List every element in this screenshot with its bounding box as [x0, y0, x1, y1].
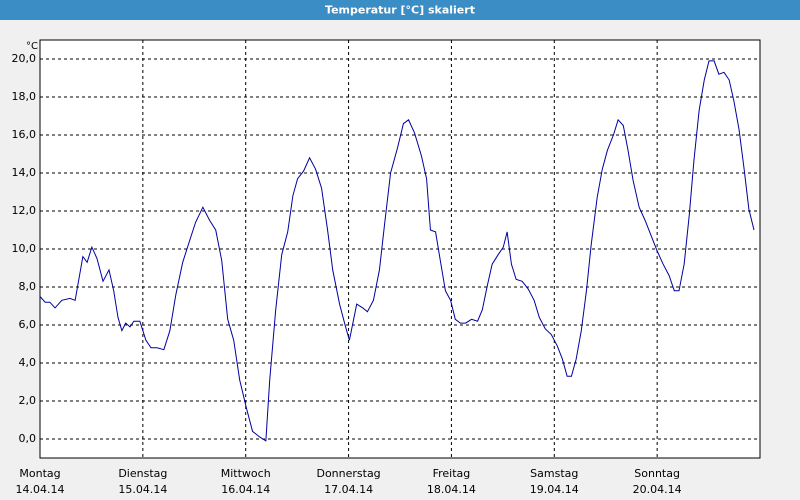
x-tick-label: Samstag: [530, 467, 578, 480]
x-tick-label: Mittwoch: [221, 467, 271, 480]
chart-title: Temperatur [°C] skaliert: [325, 4, 475, 17]
y-tick-label: 0,0: [19, 432, 37, 445]
x-tick-date: 16.04.14: [221, 483, 270, 496]
y-tick-label: 14,0: [12, 166, 37, 179]
x-tick-date: 19.04.14: [530, 483, 579, 496]
title-bar: [0, 0, 800, 20]
x-tick-date: 14.04.14: [16, 483, 65, 496]
x-tick-label: Montag: [19, 467, 60, 480]
y-tick-label: 6,0: [19, 318, 37, 331]
y-tick-label: 10,0: [12, 242, 37, 255]
x-tick-date: 15.04.14: [118, 483, 167, 496]
x-tick-label: Sonntag: [634, 467, 680, 480]
y-tick-label: 8,0: [19, 280, 37, 293]
x-tick-date: 17.04.14: [324, 483, 373, 496]
x-tick-label: Donnerstag: [316, 467, 380, 480]
y-tick-label: 12,0: [12, 204, 37, 217]
x-tick-date: 18.04.14: [427, 483, 476, 496]
x-tick-label: Dienstag: [118, 467, 167, 480]
y-tick-label: 2,0: [19, 394, 37, 407]
y-tick-label: 20,0: [12, 52, 37, 65]
y-tick-label: 18,0: [12, 90, 37, 103]
y-tick-label: 16,0: [12, 128, 37, 141]
y-tick-label: 4,0: [19, 356, 37, 369]
temperature-line: [39, 60, 755, 442]
y-unit: °C: [26, 41, 38, 52]
x-tick-label: Freitag: [433, 467, 471, 480]
x-tick-date: 20.04.14: [633, 483, 682, 496]
